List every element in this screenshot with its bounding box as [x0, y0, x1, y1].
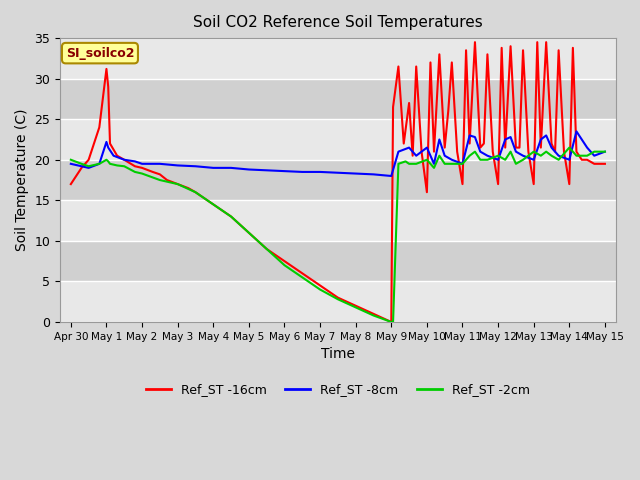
Line: Ref_ST -2cm: Ref_ST -2cm — [71, 147, 605, 322]
Title: Soil CO2 Reference Soil Temperatures: Soil CO2 Reference Soil Temperatures — [193, 15, 483, 30]
Bar — [60, 119, 616, 160]
Line: Ref_ST -16cm: Ref_ST -16cm — [71, 42, 605, 322]
Ref_ST -16cm — [334, 295, 342, 300]
Ref_ST -2cm — [590, 149, 598, 155]
Ref_ST -8cm — [405, 144, 413, 150]
Ref_ST -8cm — [67, 161, 75, 167]
Ref_ST -16cm — [601, 161, 609, 167]
Bar — [60, 79, 616, 119]
Ref_ST -2cm — [191, 189, 199, 195]
Bar — [60, 38, 616, 79]
Ref_ST -8cm — [601, 149, 609, 155]
Ref_ST -16cm — [191, 189, 199, 195]
Ref_ST -16cm — [67, 181, 75, 187]
Ref_ST -16cm — [448, 60, 456, 65]
Ref_ST -2cm — [601, 149, 609, 155]
Ref_ST -2cm — [67, 157, 75, 163]
Ref_ST -16cm — [387, 319, 395, 325]
Bar — [60, 281, 616, 322]
Bar — [60, 200, 616, 241]
Ref_ST -2cm — [566, 144, 573, 150]
X-axis label: Time: Time — [321, 347, 355, 361]
Ref_ST -16cm — [184, 185, 192, 191]
Ref_ST -2cm — [387, 319, 395, 325]
Legend: Ref_ST -16cm, Ref_ST -8cm, Ref_ST -2cm: Ref_ST -16cm, Ref_ST -8cm, Ref_ST -2cm — [141, 378, 535, 401]
Ref_ST -16cm — [471, 39, 479, 45]
Ref_ST -8cm — [430, 161, 438, 167]
Ref_ST -8cm — [573, 129, 580, 134]
Ref_ST -16cm — [569, 45, 577, 51]
Ref_ST -8cm — [102, 139, 110, 145]
Ref_ST -8cm — [459, 161, 467, 167]
Bar — [60, 160, 616, 200]
Ref_ST -8cm — [387, 173, 395, 179]
Ref_ST -16cm — [453, 149, 461, 155]
Text: SI_soilco2: SI_soilco2 — [66, 47, 134, 60]
Ref_ST -2cm — [106, 161, 114, 167]
Ref_ST -2cm — [555, 157, 563, 163]
Ref_ST -8cm — [298, 169, 306, 175]
Ref_ST -2cm — [138, 171, 146, 177]
Ref_ST -8cm — [471, 134, 479, 140]
Bar — [60, 241, 616, 281]
Y-axis label: Soil Temperature (C): Soil Temperature (C) — [15, 109, 29, 252]
Line: Ref_ST -8cm: Ref_ST -8cm — [71, 132, 605, 176]
Ref_ST -2cm — [316, 287, 324, 292]
